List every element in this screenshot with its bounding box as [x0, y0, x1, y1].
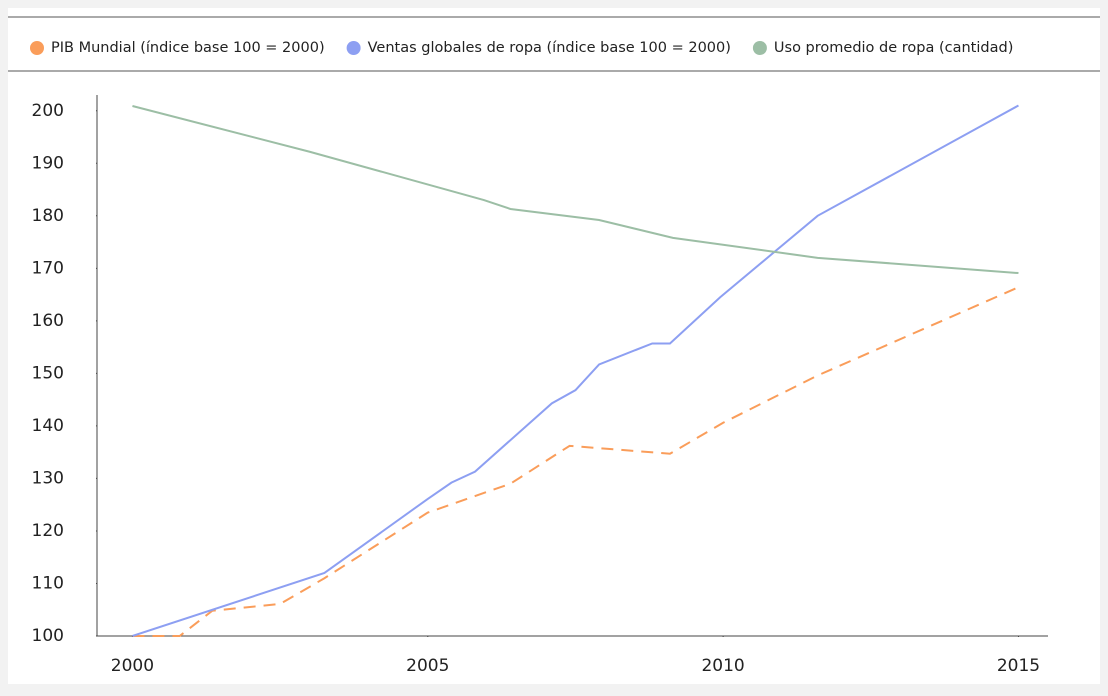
legend-label: Uso promedio de ropa (cantidad) [774, 40, 1013, 56]
y-tick-label: 100 [32, 626, 64, 646]
series-line [132, 286, 1019, 637]
x-tick-label: 2015 [997, 656, 1040, 676]
y-tick-label: 120 [32, 521, 64, 541]
x-tick-label: 2010 [701, 656, 744, 676]
y-tick-label: 170 [32, 258, 64, 278]
legend-label: PIB Mundial (índice base 100 = 2000) [51, 40, 325, 56]
y-tick-label: 190 [32, 153, 64, 173]
y-tick-label: 160 [32, 311, 64, 331]
legend-marker [752, 41, 767, 55]
legend-label: Ventas globales de ropa (índice base 100… [368, 40, 731, 56]
series-line [132, 104, 1019, 637]
y-tick-label: 140 [32, 416, 64, 436]
x-tick-label: 2005 [406, 656, 449, 676]
y-tick-label: 130 [32, 468, 64, 488]
y-tick-label: 200 [32, 101, 64, 121]
y-tick-label: 110 [32, 573, 64, 593]
legend-marker [30, 41, 44, 55]
panel [8, 8, 1100, 684]
y-tick-label: 180 [32, 206, 64, 226]
series-line [132, 105, 1019, 275]
x-tick-label: 2000 [111, 656, 154, 676]
legend-marker [346, 41, 361, 55]
y-tick-label: 150 [32, 363, 64, 383]
